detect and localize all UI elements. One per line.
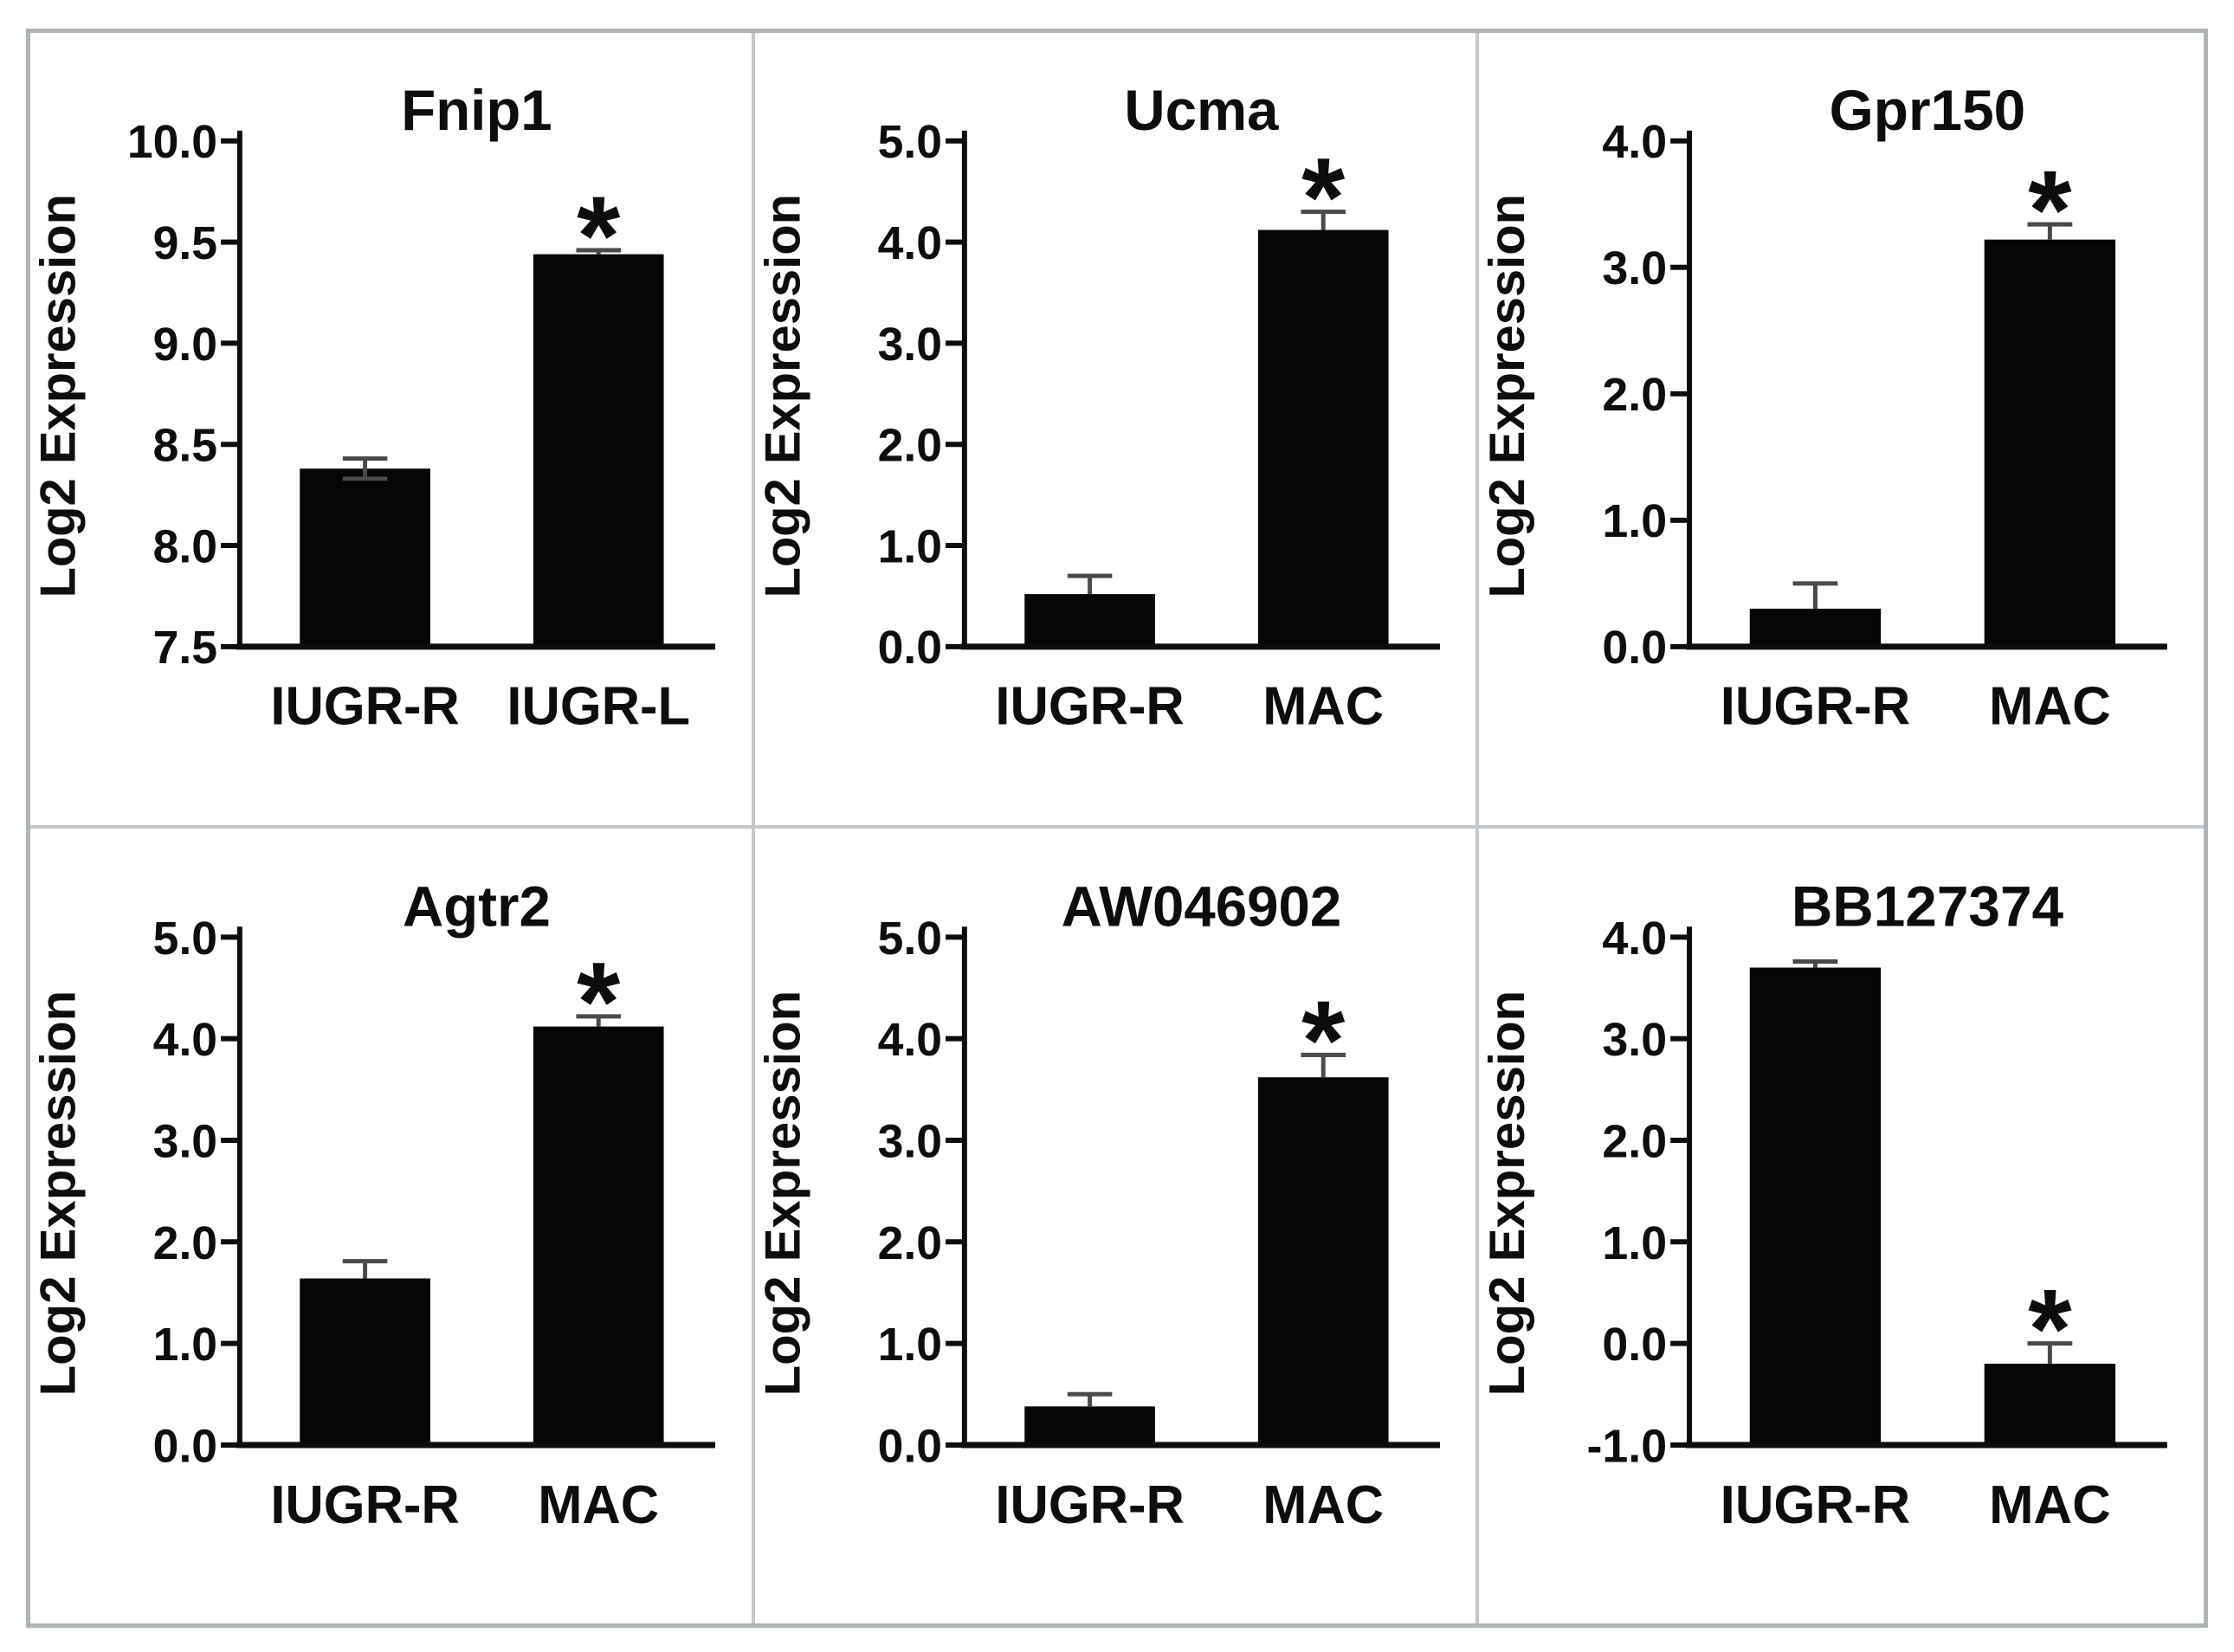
y-axis-label: Log2 Expression xyxy=(755,990,810,1396)
bar xyxy=(533,1026,664,1445)
chart-title: AW046902 xyxy=(1061,873,1341,937)
bar-chart-svg: AW046902 Log2 Expression 5.0 4.0 3.0 2.0 1.0 0.… xyxy=(755,873,1440,1535)
y-tick-label: 2.0 xyxy=(1603,1115,1668,1167)
bar xyxy=(533,254,664,647)
bar-chart-svg: BB127374 Log2 Expression 4.0 3.0 2.0 1.0 0.0 -1… xyxy=(1480,874,2168,1535)
significance-star: * xyxy=(577,173,621,299)
category-label: IUGR-R xyxy=(995,1475,1184,1534)
category-label: MAC xyxy=(1989,677,2111,737)
category-label: IUGR-L xyxy=(507,676,690,736)
y-tick-label: 2.0 xyxy=(153,1216,217,1268)
category-label: IUGR-R xyxy=(270,676,459,736)
bar xyxy=(1023,594,1155,647)
y-tick-label: 1.0 xyxy=(1603,1216,1668,1268)
y-tick-label: 10.0 xyxy=(127,116,217,168)
chart-title: Gpr150 xyxy=(1830,78,2026,142)
chart-title: Agtr2 xyxy=(403,873,551,937)
y-tick-label: 4.0 xyxy=(1603,116,1668,168)
y-tick-label: 3.0 xyxy=(153,1115,217,1167)
bar xyxy=(300,468,430,647)
y-tick-label: 5.0 xyxy=(877,912,941,964)
bar xyxy=(1750,967,1882,1445)
category-label: IUGR-R xyxy=(1721,677,1911,737)
y-tick-label: 0.0 xyxy=(877,622,941,674)
y-tick-label: 8.5 xyxy=(153,419,217,471)
bar xyxy=(1023,1405,1155,1445)
significance-star: * xyxy=(1301,978,1346,1103)
y-tick-label: 3.0 xyxy=(877,319,941,371)
y-tick-label: 1.0 xyxy=(153,1318,217,1370)
y-tick-label: 3.0 xyxy=(1603,242,1668,294)
y-tick-label: 0.0 xyxy=(1603,622,1668,674)
y-axis-label: Log2 Expression xyxy=(1480,990,1535,1396)
y-axis-label: Log2 Expression xyxy=(31,990,87,1396)
chart-title: Fnip1 xyxy=(401,79,552,142)
y-tick-label: 3.0 xyxy=(877,1115,941,1167)
category-label: IUGR-R xyxy=(270,1475,459,1534)
y-tick-label: 9.5 xyxy=(153,217,217,269)
category-label: MAC xyxy=(1262,676,1384,736)
y-tick-label: 1.0 xyxy=(1603,495,1668,547)
y-tick-label: 2.0 xyxy=(877,1216,941,1268)
y-tick-label: 0.0 xyxy=(153,1420,217,1472)
bar-chart-svg: Ucma Log2 Expression 5.0 4.0 3.0 2.0 1.0 0.0 IUG… xyxy=(755,79,1440,737)
category-label: MAC xyxy=(538,1475,659,1534)
y-tick-label: 1.0 xyxy=(877,1318,941,1370)
y-tick-label: 4.0 xyxy=(877,1013,941,1065)
y-tick-label: 4.0 xyxy=(153,1013,217,1065)
y-tick-label: 5.0 xyxy=(153,912,217,964)
bar xyxy=(1985,239,2116,647)
y-tick-label: 4.0 xyxy=(1603,912,1668,964)
chart-panel: Ucma Log2 Expression 5.0 4.0 3.0 2.0 1.0 0.0 IUG… xyxy=(754,33,1480,829)
figure-frame: Fnip1 Log2 Expression 10.0 9.5 9.0 8.5 8.0 7.5 I… xyxy=(26,29,2208,1628)
significance-star: * xyxy=(1301,135,1346,261)
y-tick-label: 0.0 xyxy=(1603,1318,1668,1370)
category-label: MAC xyxy=(1989,1475,2111,1534)
chart-panel: Gpr150 Log2 Expression 4.0 3.0 2.0 1.0 0.0 IUGR… xyxy=(1479,33,2204,829)
chart-panel: BB127374 Log2 Expression 4.0 3.0 2.0 1.0 0.0 -1… xyxy=(1479,828,2204,1623)
chart-panel: Agtr2 Log2 Expression 5.0 4.0 3.0 2.0 1.0 0.0 IU… xyxy=(30,828,755,1623)
significance-star: * xyxy=(2029,148,2073,273)
bar-chart-svg: Agtr2 Log2 Expression 5.0 4.0 3.0 2.0 1.0 0.0 IU… xyxy=(31,873,716,1535)
y-tick-label: 2.0 xyxy=(1603,369,1668,421)
bar-chart-svg: Gpr150 Log2 Expression 4.0 3.0 2.0 1.0 0.0 IUGR… xyxy=(1480,78,2168,737)
y-tick-label: 2.0 xyxy=(877,419,941,471)
bar xyxy=(1985,1363,2116,1445)
bar xyxy=(1257,1076,1389,1445)
y-axis-label: Log2 Expression xyxy=(31,194,87,597)
category-label: IUGR-R xyxy=(995,676,1184,736)
y-axis-label: Log2 Expression xyxy=(1480,194,1535,598)
y-tick-label: 5.0 xyxy=(877,116,941,168)
bar-chart-svg: Fnip1 Log2 Expression 10.0 9.5 9.0 8.5 8.0 7.5 I… xyxy=(31,79,716,737)
y-tick-label: 3.0 xyxy=(1603,1013,1668,1065)
category-label: MAC xyxy=(1262,1475,1384,1534)
significance-star: * xyxy=(577,939,621,1065)
y-axis-label: Log2 Expression xyxy=(755,194,810,597)
bar xyxy=(1257,229,1389,647)
chart-title: Ucma xyxy=(1124,79,1279,142)
y-tick-label: -1.0 xyxy=(1587,1420,1668,1472)
y-tick-label: 8.0 xyxy=(153,520,217,572)
y-tick-label: 7.5 xyxy=(153,622,217,674)
chart-title: BB127374 xyxy=(1792,874,2064,938)
category-label: IUGR-R xyxy=(1721,1475,1911,1534)
chart-panel: Fnip1 Log2 Expression 10.0 9.5 9.0 8.5 8.0 7.5 I… xyxy=(30,33,755,829)
bar xyxy=(1750,609,1882,647)
y-tick-label: 9.0 xyxy=(153,319,217,371)
bar xyxy=(300,1278,430,1445)
significance-star: * xyxy=(2029,1265,2073,1391)
y-tick-label: 4.0 xyxy=(877,217,941,269)
y-tick-label: 1.0 xyxy=(877,520,941,572)
y-tick-label: 0.0 xyxy=(877,1420,941,1472)
chart-panel: AW046902 Log2 Expression 5.0 4.0 3.0 2.0 1.0 0.… xyxy=(754,828,1480,1623)
